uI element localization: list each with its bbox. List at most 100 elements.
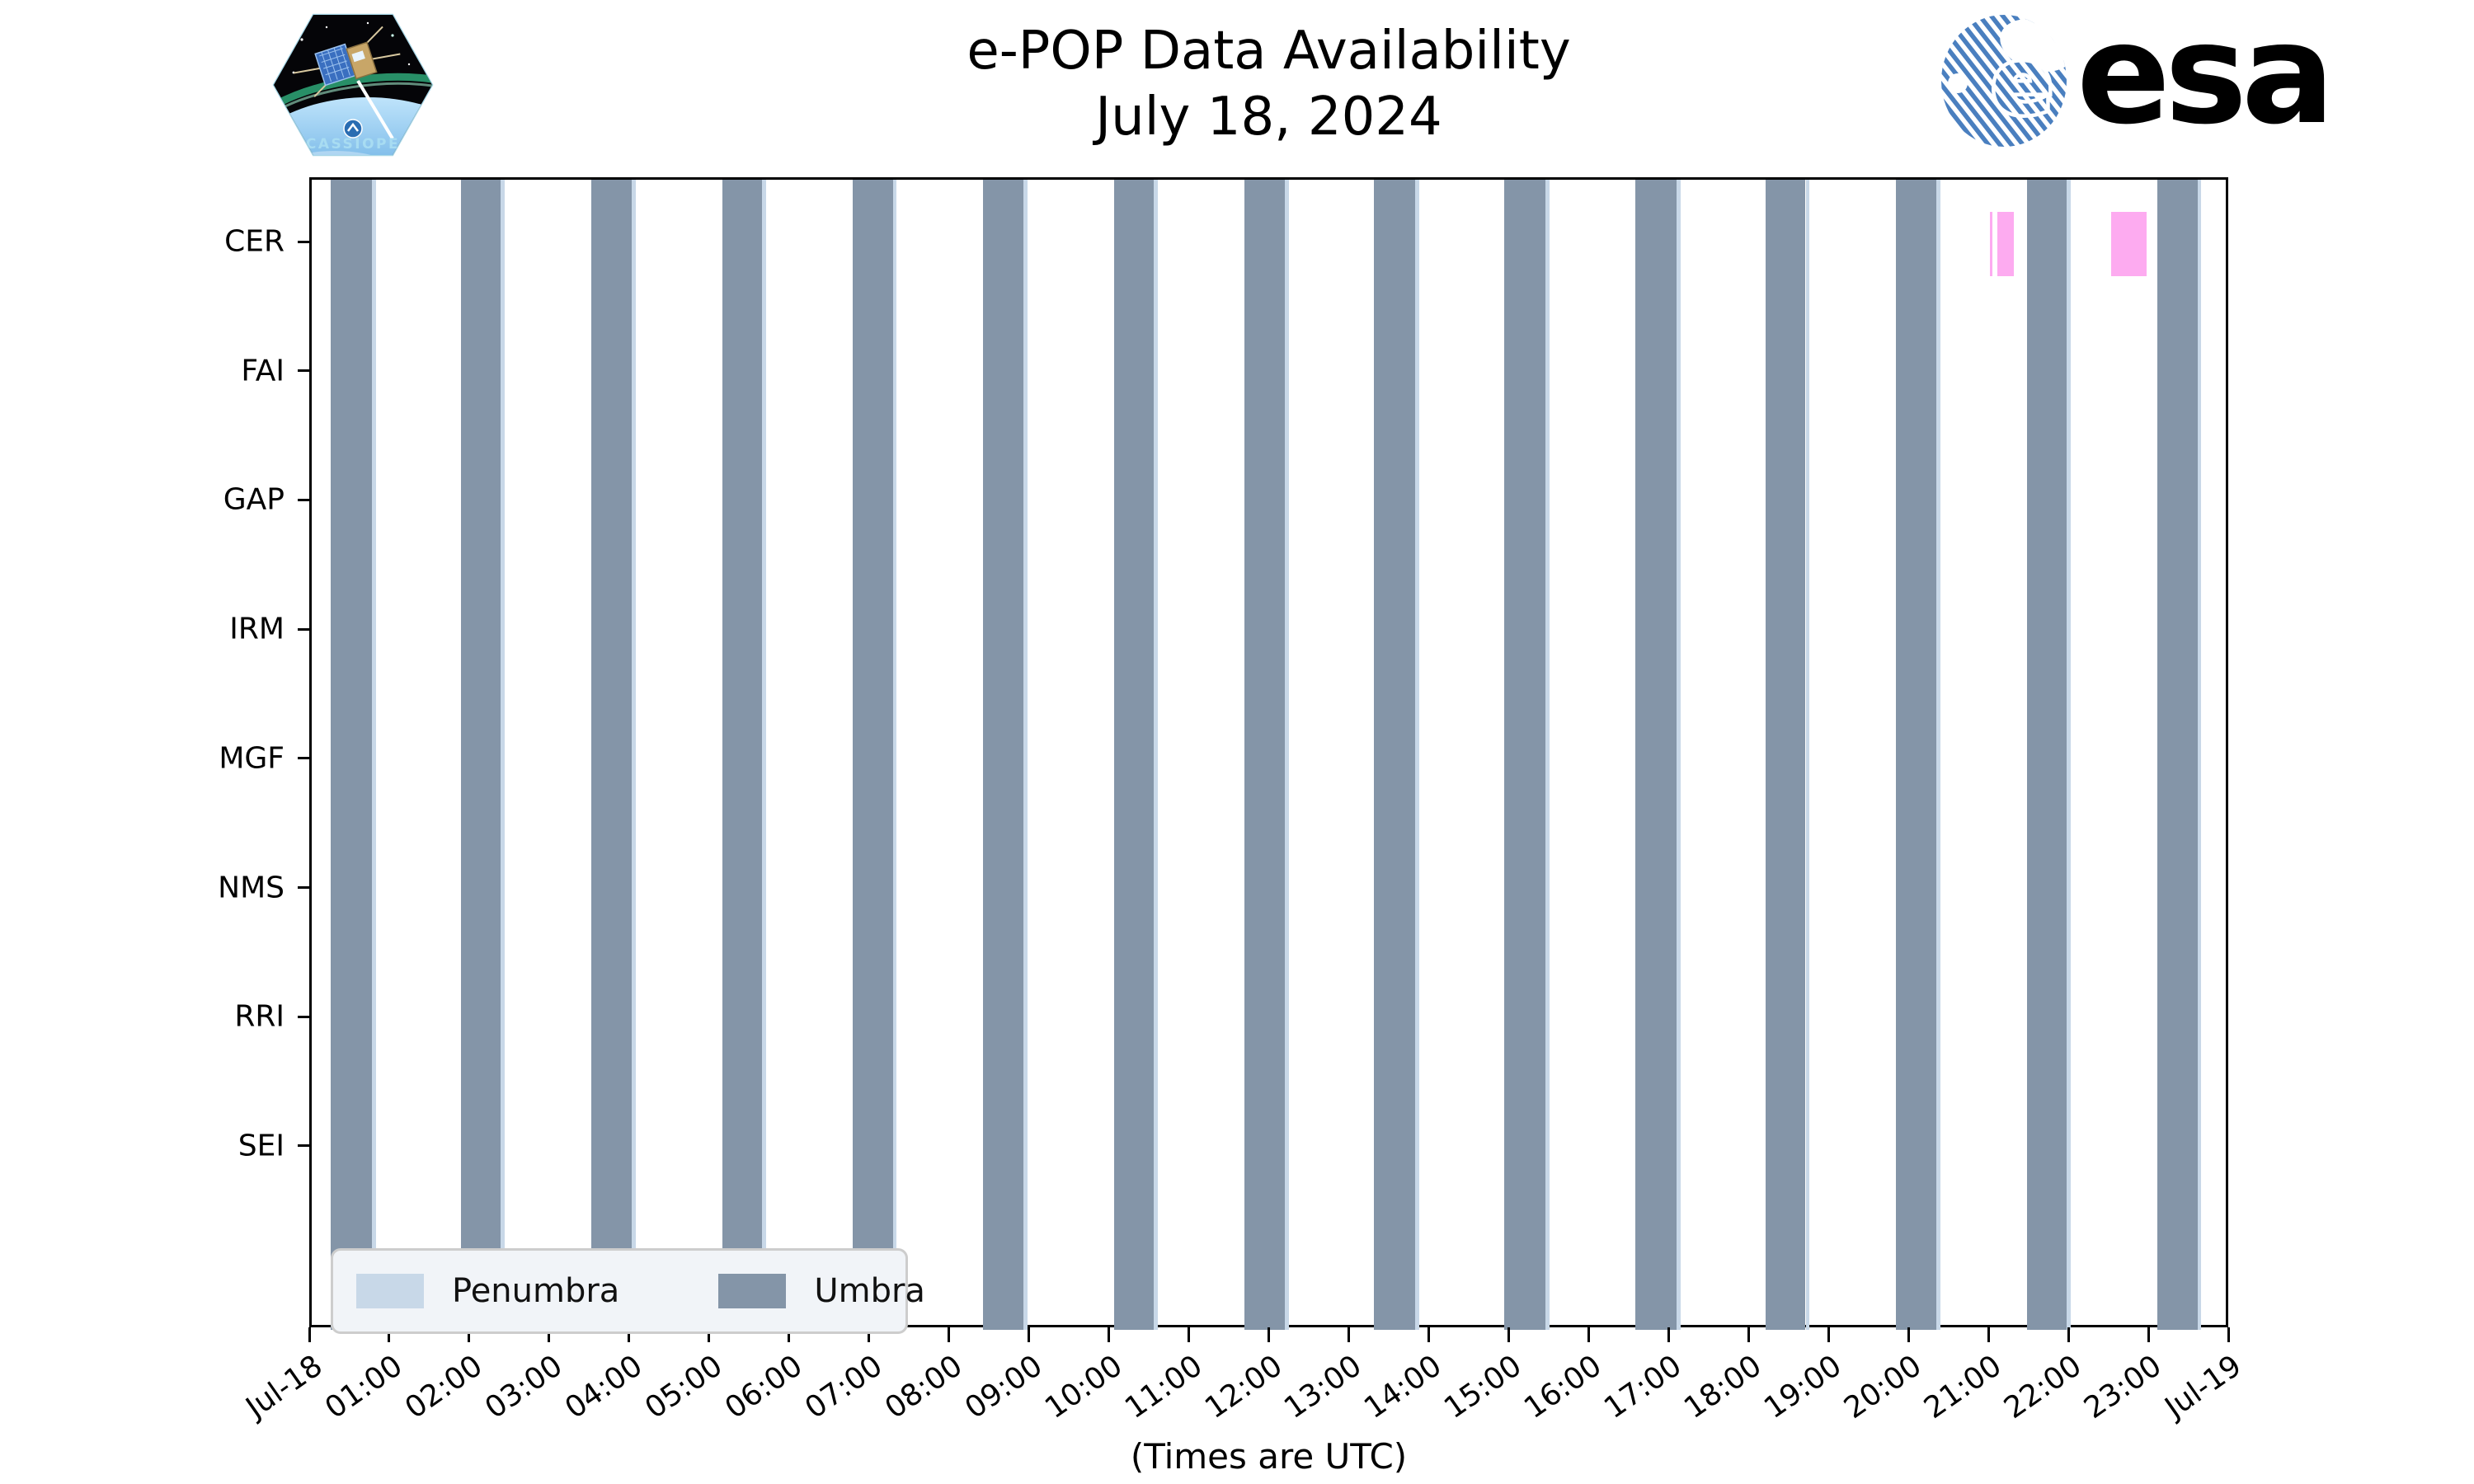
y-tick-label-irm: IRM (229, 612, 285, 646)
y-tick (298, 886, 309, 889)
x-tick-label: 01:00 (318, 1349, 409, 1426)
x-tick-label: 06:00 (718, 1349, 809, 1426)
umbra-bar (1113, 180, 1155, 1330)
penumbra-bar (1805, 180, 1810, 1330)
umbra-bar (1896, 180, 1936, 1330)
availability-bar-cer (2110, 212, 2147, 276)
y-tick-label-mgf: MGF (219, 741, 285, 776)
x-tick (308, 1327, 311, 1342)
x-tick-label: 16:00 (1518, 1349, 1608, 1426)
cassiope-patch-graphic: CASSIOPE (272, 13, 434, 157)
y-tick-label-sei: SEI (238, 1129, 285, 1163)
x-tick (1427, 1327, 1430, 1342)
x-tick-label: 14:00 (1358, 1349, 1448, 1426)
legend-label-penumbra: Penumbra (452, 1272, 620, 1310)
x-tick (708, 1327, 711, 1342)
x-tick-label: 21:00 (1918, 1349, 2008, 1426)
x-tick-label: 02:00 (398, 1349, 489, 1426)
umbra-bar (330, 180, 372, 1330)
x-tick (388, 1327, 391, 1342)
x-tick (468, 1327, 471, 1342)
umbra-bar (853, 180, 893, 1330)
x-axis-label: (Times are UTC) (1130, 1436, 1408, 1477)
patch-satellite (293, 26, 401, 97)
penumbra-bar (2067, 180, 2072, 1330)
umbra-bar (1373, 180, 1416, 1330)
x-tick-label: 04:00 (558, 1349, 649, 1426)
title-block: e-POP Data Availability July 18, 2024 (309, 18, 2228, 150)
x-tick (1987, 1327, 1990, 1342)
x-tick (1108, 1327, 1111, 1342)
esa-wordmark: esa (2077, 0, 2335, 155)
x-tick-label: 10:00 (1038, 1349, 1129, 1426)
patch-aurora (274, 73, 432, 109)
x-tick (548, 1327, 551, 1342)
y-tick-label-gap: GAP (223, 482, 285, 517)
umbra-bar (1634, 180, 1677, 1330)
esa-globe-dot (1948, 73, 1968, 93)
chart-subtitle: July 18, 2024 (1095, 87, 1442, 148)
esa-globe-e: e (1992, 29, 2053, 134)
umbra-bar (1766, 180, 1806, 1330)
x-tick-label: 08:00 (878, 1349, 969, 1426)
penumbra-bar (1023, 180, 1028, 1330)
cassiope-label: CASSIOPE (306, 136, 400, 153)
x-tick-label: 09:00 (958, 1349, 1049, 1426)
x-tick (1667, 1327, 1670, 1342)
penumbra-bar (1415, 180, 1419, 1330)
penumbra-bar (762, 180, 767, 1330)
x-tick-label: 20:00 (1838, 1349, 1928, 1426)
legend-swatch-umbra (718, 1274, 787, 1308)
patch-csa-roundel (343, 119, 363, 139)
x-tick-label: 07:00 (798, 1349, 889, 1426)
x-tick-label: Jul-19 (2159, 1349, 2248, 1425)
y-tick (298, 1144, 309, 1148)
umbra-bar (983, 180, 1023, 1330)
penumbra-bar (1676, 180, 1681, 1330)
penumbra-bar (631, 180, 636, 1330)
x-tick (1188, 1327, 1191, 1342)
x-tick (1587, 1327, 1590, 1342)
x-tick (1507, 1327, 1510, 1342)
x-tick (1827, 1327, 1830, 1342)
x-tick-label: 15:00 (1438, 1349, 1528, 1426)
x-tick (948, 1327, 951, 1342)
x-tick (1747, 1327, 1750, 1342)
x-tick (2227, 1327, 2230, 1342)
penumbra-bar (1935, 180, 1940, 1330)
legend-swatch-penumbra (356, 1274, 424, 1308)
umbra-bar (2157, 180, 2198, 1330)
patch-beam (356, 79, 394, 140)
x-tick-label: 18:00 (1678, 1349, 1768, 1426)
plot-area: Penumbra Umbra (309, 177, 2228, 1334)
x-tick-label: 17:00 (1598, 1349, 1688, 1426)
x-tick-label: 22:00 (1998, 1349, 2088, 1426)
umbra-bar (722, 180, 763, 1330)
x-tick (1907, 1327, 1910, 1342)
x-tick-label: 12:00 (1198, 1349, 1289, 1426)
chart-title: e-POP Data Availability (967, 21, 1571, 82)
x-tick (1347, 1327, 1350, 1342)
y-tick (298, 1015, 309, 1018)
legend-item-umbra: Umbra (718, 1272, 925, 1310)
legend-item-penumbra: Penumbra (356, 1272, 619, 1310)
x-tick-label: Jul-18 (240, 1349, 329, 1425)
x-tick-label: 23:00 (2078, 1349, 2168, 1426)
penumbra-bar (501, 180, 506, 1330)
y-tick (298, 627, 309, 631)
legend: Penumbra Umbra (331, 1248, 925, 1334)
x-tick (628, 1327, 631, 1342)
umbra-bar (591, 180, 632, 1330)
y-tick-label-cer: CER (224, 224, 285, 259)
y-tick-label-rri: RRI (234, 999, 285, 1034)
x-tick (1268, 1327, 1270, 1342)
x-tick-label: 13:00 (1278, 1349, 1368, 1426)
x-tick-label: 05:00 (638, 1349, 729, 1426)
x-tick (2067, 1327, 2070, 1342)
penumbra-bar (1284, 180, 1289, 1330)
esa-globe-icon: e (1941, 15, 2067, 147)
y-tick (298, 369, 309, 373)
penumbra-bar (1154, 180, 1159, 1330)
availability-bar-cer (1997, 212, 2014, 276)
x-tick (788, 1327, 791, 1342)
